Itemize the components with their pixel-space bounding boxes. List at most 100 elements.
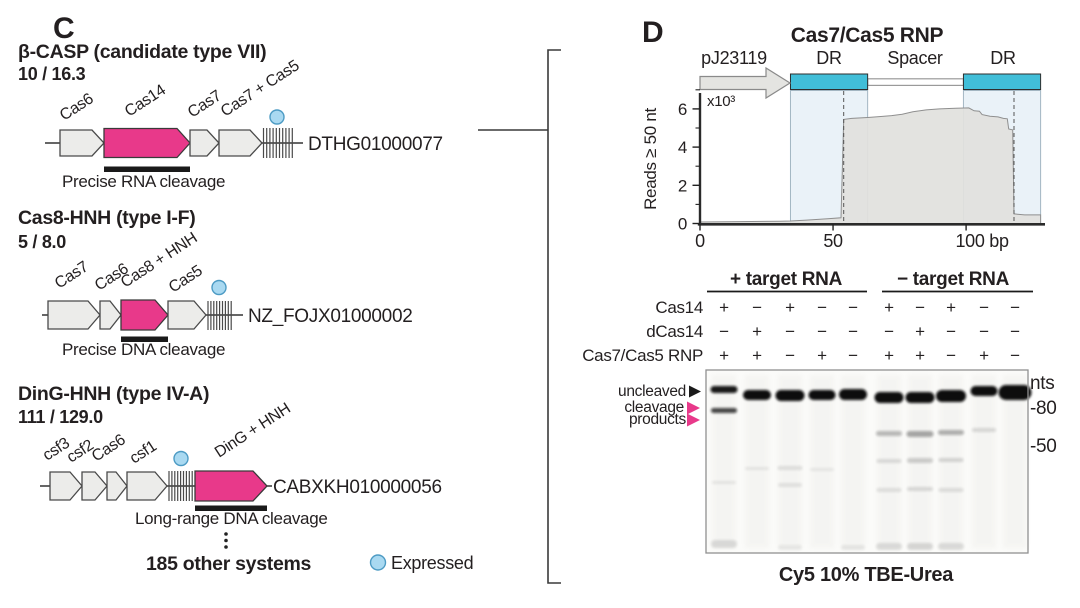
gel-band [972, 428, 996, 432]
crispr-array [207, 301, 232, 330]
gel-band [938, 458, 964, 462]
gene-arrow-csf2 [81, 471, 108, 501]
gel-band [775, 390, 805, 401]
system-beta-casp: β-CASP (candidate type VII) 10 / 16.3 Ca… [18, 41, 443, 191]
gel-condition-symbol: − [848, 346, 858, 365]
gel-band [710, 386, 738, 393]
chart-ticks: 0 2 4 6 0 50 100 bp [678, 89, 1009, 251]
size-marker-label: nts [1030, 373, 1054, 394]
gene-label: Cas6 [89, 431, 129, 465]
gel-band [907, 543, 933, 550]
gene-label: Cas7 + Cas5 [218, 57, 303, 120]
gene-label: DinG + HNH [212, 400, 294, 461]
accession-label: CABXKH010000056 [273, 477, 442, 498]
gene-arrow-csf1 [126, 471, 168, 501]
gene-arrow-cas6 [106, 471, 128, 501]
gel-band [810, 468, 834, 471]
chart-title: Cas7/Cas5 RNP [791, 24, 944, 47]
cleavage-label: Long-range DNA cleavage [135, 509, 328, 528]
gel-condition-symbol: + [915, 346, 925, 365]
x-tick-label: 50 [823, 231, 843, 251]
gene-arrow-csf3 [49, 471, 83, 501]
gene-label: Cas7 [52, 258, 92, 292]
system-ding-hnh: DinG-HNH (type IV-A) 111 / 129.0 csf3 cs… [18, 383, 442, 528]
size-marker-label: -80 [1030, 398, 1057, 419]
gel-band [839, 389, 867, 400]
gene-arrow-cas8-hnh [120, 299, 169, 331]
gene-arrow-cas5 [167, 300, 207, 330]
gel-condition-symbol: − [817, 298, 827, 317]
gel-band [876, 543, 902, 550]
gel-condition-symbol: + [785, 298, 795, 317]
gel-band [876, 431, 902, 436]
spacer-label: Spacer [887, 48, 943, 68]
gel-band [938, 488, 964, 492]
gel-condition-symbol: − [848, 298, 858, 317]
gel-lane-smear [778, 375, 802, 548]
gel-band [998, 385, 1032, 400]
gel-band [778, 483, 802, 487]
minus-target-rna-header: − target RNA [897, 269, 1010, 290]
system-name: DinG-HNH (type IV-A) [18, 383, 209, 405]
promoter-label: pJ23119 [701, 48, 767, 68]
gel-lane-smear [745, 375, 769, 548]
gene-label: Cas5 [166, 262, 206, 296]
y-tick-label: 0 [678, 215, 687, 234]
cleavage-product-arrow-icon [687, 413, 700, 427]
system-count: 111 / 129.0 [18, 407, 103, 427]
gel-condition-symbol: + [946, 298, 956, 317]
gel-lane-smear [810, 375, 834, 548]
expressed-legend-label: Expressed [391, 553, 473, 573]
plus-target-rna-header: + target RNA [730, 269, 843, 290]
gel-condition-symbol: − [915, 298, 925, 317]
promoter-arrow [699, 66, 792, 100]
expressed-legend-dot [369, 554, 387, 571]
gel-condition-symbol: − [946, 346, 956, 365]
gene-label: Cas7 [185, 87, 225, 121]
gel-caption: Cy5 10% TBE-Urea [779, 564, 954, 586]
uncleaved-label: uncleaved [618, 383, 686, 400]
gene-arrow-cas14 [103, 127, 191, 159]
cleavage-label: Precise DNA cleavage [62, 340, 225, 359]
gel-condition-symbol: − [785, 346, 795, 365]
size-marker-label: -50 [1030, 436, 1057, 457]
gene-arrow-cas7 [47, 300, 101, 330]
gene-label: csf1 [127, 438, 160, 468]
chart-boundary-lines [843, 91, 1015, 223]
ellipsis-dot [224, 532, 228, 536]
gel-condition-symbol: + [884, 346, 894, 365]
gel-band [777, 466, 803, 470]
panel-c: C β-CASP (candidate type VII) 10 / 16.3 … [18, 12, 474, 575]
gel-condition-symbol: + [752, 346, 762, 365]
y-tick-label: 2 [678, 176, 687, 195]
gel-band [874, 392, 904, 403]
gel-condition-symbol: + [915, 322, 925, 341]
gene-arrow-cas6 [59, 129, 105, 157]
y-tick-label: 4 [678, 138, 687, 157]
gel-condition-symbol: − [848, 322, 858, 341]
x-tick-label: 100 bp [955, 231, 1009, 251]
expressed-dot [173, 450, 189, 467]
gene-label: Cas14 [122, 82, 169, 121]
crispr-array [168, 471, 193, 501]
gel-band [907, 458, 933, 463]
gene-arrow-cas7-cas5 [218, 129, 263, 157]
gel-lane-smear [972, 375, 996, 548]
gel-border [705, 369, 1029, 554]
gel-condition-symbol: − [1010, 346, 1020, 365]
gel-band [970, 386, 998, 396]
dr2-label: DR [990, 48, 1016, 68]
construct-bars [789, 73, 1042, 90]
ellipsis-dot [224, 545, 228, 549]
uncleaved-arrow-icon [689, 385, 701, 398]
system-cas8-hnh: Cas8-HNH (type I-F) 5 / 8.0 Cas7 Cas6 Ca… [18, 207, 413, 359]
gel-condition-symbol: − [719, 322, 729, 341]
gel-band [808, 390, 836, 400]
gel-condition-symbol: − [785, 322, 795, 341]
more-systems-label: 185 other systems [146, 553, 312, 575]
dr-bar [962, 73, 1042, 90]
gel-band [876, 488, 902, 492]
gel-bands [710, 375, 1032, 550]
gel-band [876, 459, 902, 463]
